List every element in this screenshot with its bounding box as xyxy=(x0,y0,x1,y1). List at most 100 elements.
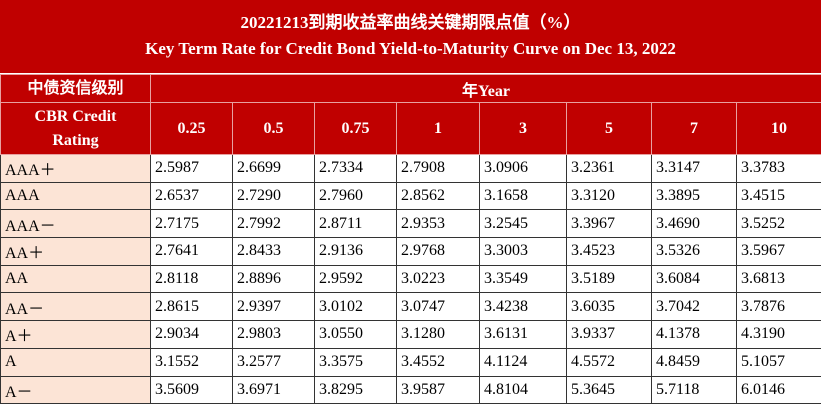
rate-cell: 2.8433 xyxy=(232,237,315,266)
rate-cell: 3.5609 xyxy=(150,375,233,405)
rate-cell: 3.3003 xyxy=(479,237,567,266)
rate-cell: 3.6035 xyxy=(566,292,652,322)
data-row: A 3.1552 3.2577 3.3575 3.4552 4.1124 4.5572 4.8… xyxy=(0,347,821,377)
rate-cell: 2.9034 xyxy=(150,320,233,349)
rate-cell: 2.7175 xyxy=(150,209,233,239)
rate-cell: 2.6537 xyxy=(150,181,233,211)
rate-cell: 2.8562 xyxy=(396,181,480,211)
rate-cell: 3.0550 xyxy=(314,320,397,349)
rate-cell: 3.4523 xyxy=(566,237,652,266)
rate-cell: 5.3645 xyxy=(566,375,652,405)
rate-cell: 3.0223 xyxy=(396,264,480,294)
rate-cell: 5.1057 xyxy=(736,347,821,377)
tenor-header: 10 xyxy=(736,102,821,155)
rating-header-cn: 中债资信级别 xyxy=(1,75,150,103)
rate-cell: 2.8615 xyxy=(150,292,233,322)
rate-cell: 3.6084 xyxy=(651,264,737,294)
rate-cell: 2.9397 xyxy=(232,292,315,322)
rate-cell: 2.7992 xyxy=(232,209,315,239)
rate-cell: 2.7334 xyxy=(314,154,397,183)
rate-cell: 3.0102 xyxy=(314,292,397,322)
rate-cell: 3.8295 xyxy=(314,375,397,405)
rate-cell: 4.8459 xyxy=(651,347,737,377)
rate-cell: 2.8896 xyxy=(232,264,315,294)
rate-cell: 3.7042 xyxy=(651,292,737,322)
year-header: 年Year xyxy=(150,74,821,103)
rating-cell: AAA＋ xyxy=(0,154,151,183)
rate-cell: 4.8104 xyxy=(479,375,567,405)
tenor-header: 7 xyxy=(651,102,737,155)
rate-cell: 3.5252 xyxy=(736,209,821,239)
title-cn: 20221213到期收益率曲线关键期限点值（%） xyxy=(240,13,581,32)
rating-header-en: CBR Credit Rating xyxy=(34,107,117,149)
rating-cell: AAA－ xyxy=(0,209,151,239)
rate-cell: 3.6971 xyxy=(232,375,315,405)
rate-cell: 2.9803 xyxy=(232,320,315,349)
rating-cell: A＋ xyxy=(0,320,151,349)
rate-cell: 3.5189 xyxy=(566,264,652,294)
data-row: A－ 3.5609 3.6971 3.8295 3.9587 4.8104 5.3645 5.… xyxy=(0,375,821,405)
rate-cell: 2.8118 xyxy=(150,264,233,294)
rate-cell: 3.3967 xyxy=(566,209,652,239)
tenor-header: 3 xyxy=(479,102,567,155)
rate-cell: 2.7290 xyxy=(232,181,315,211)
data-row: AA－ 2.8615 2.9397 3.0102 3.0747 3.4238 3.6035 3… xyxy=(0,292,821,322)
data-row: AAA－ 2.7175 2.7992 2.8711 2.9353 3.2545 3.3967… xyxy=(0,209,821,239)
data-row: AAA＋ 2.5987 2.6699 2.7334 2.7908 3.0906 3.2361… xyxy=(0,154,821,183)
data-row: A＋ 2.9034 2.9803 3.0550 3.1280 3.6131 3.9337 4.… xyxy=(0,320,821,349)
rate-cell: 3.4238 xyxy=(479,292,567,322)
rate-cell: 2.9768 xyxy=(396,237,480,266)
rate-cell: 3.3120 xyxy=(566,181,652,211)
rate-cell: 4.3190 xyxy=(736,320,821,349)
rate-cell: 3.2361 xyxy=(566,154,652,183)
rate-cell: 3.4552 xyxy=(396,347,480,377)
rate-cell: 3.4515 xyxy=(736,181,821,211)
data-row: AA 2.8118 2.8896 2.9592 3.0223 3.3549 3.5189 3.… xyxy=(0,264,821,294)
rate-cell: 3.1280 xyxy=(396,320,480,349)
rate-table: 中债资信级别 CBR Credit Rating 年Year 0.25 0.5 0.… xyxy=(0,74,821,405)
title-en: Key Term Rate for Credit Bond Yield-to-M… xyxy=(145,39,676,58)
rate-cell: 3.5326 xyxy=(651,237,737,266)
title-band: 20221213到期收益率曲线关键期限点值（%） Key Term Rate f… xyxy=(0,0,821,74)
rate-cell: 2.7908 xyxy=(396,154,480,183)
rate-cell: 3.1552 xyxy=(150,347,233,377)
rate-cell: 3.1658 xyxy=(479,181,567,211)
rate-cell: 4.1378 xyxy=(651,320,737,349)
rating-cell: AAA xyxy=(0,181,151,211)
tenor-header: 0.25 xyxy=(150,102,233,155)
rate-cell: 3.5967 xyxy=(736,237,821,266)
rate-cell: 3.2545 xyxy=(479,209,567,239)
rate-cell: 2.6699 xyxy=(232,154,315,183)
tenor-header: 5 xyxy=(566,102,652,155)
rate-cell: 2.8711 xyxy=(314,209,397,239)
header-row: 中债资信级别 CBR Credit Rating 年Year xyxy=(0,74,821,155)
rate-cell: 4.5572 xyxy=(566,347,652,377)
tenor-header: 1 xyxy=(396,102,480,155)
rate-cell: 3.3895 xyxy=(651,181,737,211)
rate-cell: 2.9592 xyxy=(314,264,397,294)
rate-cell: 3.6131 xyxy=(479,320,567,349)
rate-cell: 3.9337 xyxy=(566,320,652,349)
rate-cell: 3.4690 xyxy=(651,209,737,239)
rate-cell: 3.3549 xyxy=(479,264,567,294)
rate-cell: 3.7876 xyxy=(736,292,821,322)
rate-cell: 5.7118 xyxy=(651,375,737,405)
rate-cell: 3.6813 xyxy=(736,264,821,294)
tenor-header: 0.75 xyxy=(314,102,397,155)
rating-cell: AA xyxy=(0,264,151,294)
data-row: AA＋ 2.7641 2.8433 2.9136 2.9768 3.3003 3.4523 3… xyxy=(0,237,821,266)
rate-cell: 3.3783 xyxy=(736,154,821,183)
rate-cell: 3.9587 xyxy=(396,375,480,405)
rating-cell: AA－ xyxy=(0,292,151,322)
rating-cell: A xyxy=(0,347,151,377)
rate-cell: 2.5987 xyxy=(150,154,233,183)
rate-cell: 3.2577 xyxy=(232,347,315,377)
rating-header: 中债资信级别 CBR Credit Rating xyxy=(0,74,151,155)
rate-cell: 2.9353 xyxy=(396,209,480,239)
rate-cell: 2.7641 xyxy=(150,237,233,266)
rate-cell: 3.3575 xyxy=(314,347,397,377)
tenor-row: 0.25 0.5 0.75 1 3 5 7 10 xyxy=(1,102,821,155)
